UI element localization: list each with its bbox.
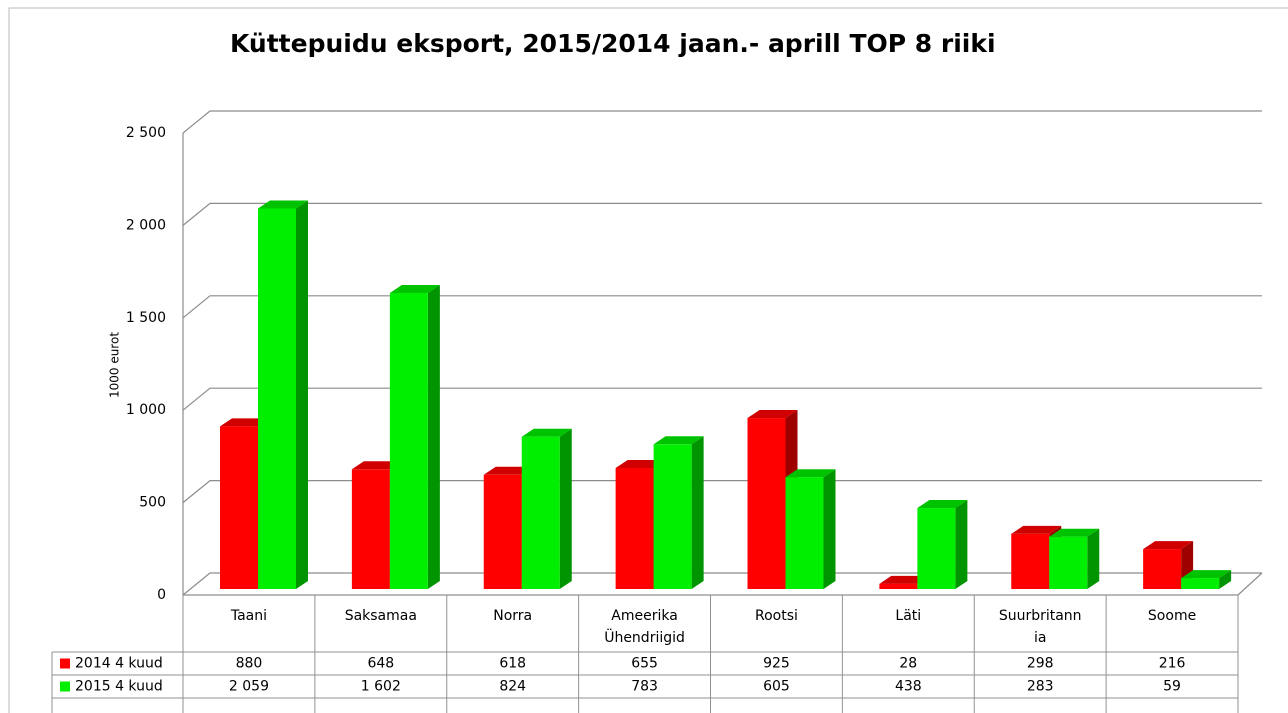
data-label: 925 <box>763 656 790 672</box>
bar-top <box>917 500 968 509</box>
bar-top <box>653 436 704 445</box>
bar <box>747 418 786 589</box>
grid-line <box>182 110 1262 134</box>
legend-key <box>60 658 70 669</box>
chart-title: Küttepuidu eksport, 2015/2014 jaan.- apr… <box>230 29 996 58</box>
grid-line <box>182 572 1262 596</box>
bar-side <box>691 436 704 589</box>
bar <box>389 292 428 589</box>
data-label: 824 <box>499 679 526 695</box>
bar-side <box>559 428 572 589</box>
x-tick-label: Soome <box>1148 608 1196 624</box>
y-axis-label: 1000 eurot <box>108 332 122 398</box>
data-label: 605 <box>763 679 790 695</box>
bar-top <box>389 284 440 293</box>
bar <box>917 508 956 589</box>
bar-top <box>258 200 308 209</box>
bar-top <box>1143 541 1194 550</box>
bar-side <box>427 284 440 589</box>
bar <box>1143 549 1182 589</box>
bar-top <box>521 428 572 437</box>
x-tick-label: Rootsi <box>755 608 798 624</box>
floor-edge <box>183 572 1263 596</box>
bar <box>220 426 258 589</box>
data-label: 2 059 <box>229 679 269 695</box>
bar-top <box>1011 525 1062 534</box>
bar <box>1011 533 1050 589</box>
chart-border <box>8 7 1288 713</box>
data-label: 655 <box>631 656 658 672</box>
y-tick-label: 500 <box>139 495 166 511</box>
bar-side <box>1219 570 1232 589</box>
bar-top <box>220 418 270 427</box>
x-tick-label: Suurbritann ia <box>999 608 1082 646</box>
grid-line <box>182 202 1262 226</box>
grid-line <box>182 295 1262 319</box>
x-tick-label: Läti <box>895 608 921 624</box>
bar-side <box>955 500 968 589</box>
bar <box>1049 536 1088 589</box>
bar <box>258 208 296 589</box>
bar-top <box>785 469 836 478</box>
data-label: 1 602 <box>361 679 401 695</box>
bar <box>879 583 918 589</box>
data-label: 880 <box>236 656 263 672</box>
y-tick-label: 1 500 <box>126 310 166 326</box>
grid-line <box>182 480 1262 504</box>
bar <box>351 469 390 589</box>
bar-top <box>351 461 402 470</box>
bar <box>785 477 824 589</box>
legend-key <box>60 681 70 692</box>
data-label: 59 <box>1163 679 1181 695</box>
data-label: 28 <box>899 656 917 672</box>
bar-side <box>296 200 308 589</box>
y-tick-label: 2 000 <box>126 217 166 233</box>
bar-side <box>823 469 836 589</box>
data-label: 298 <box>1027 656 1054 672</box>
bar-top <box>615 459 666 468</box>
bar-top <box>747 410 798 419</box>
data-label: 783 <box>631 679 658 695</box>
bar <box>521 436 560 589</box>
grid-line <box>182 387 1262 411</box>
data-label: 648 <box>367 656 394 672</box>
legend-label: 2014 4 kuud <box>75 656 163 672</box>
data-label: 283 <box>1027 679 1054 695</box>
x-tick-label: Saksamaa <box>345 608 417 624</box>
bar <box>615 467 654 589</box>
legend-label: 2015 4 kuud <box>75 679 163 695</box>
data-label: 438 <box>895 679 922 695</box>
bar <box>653 444 692 589</box>
bar <box>1181 578 1220 589</box>
data-label: 216 <box>1159 656 1186 672</box>
y-tick-label: 2 500 <box>126 125 166 141</box>
bar-side <box>1087 528 1100 589</box>
bar-top <box>483 466 534 475</box>
bar-top <box>879 575 930 584</box>
y-tick-label: 0 <box>157 587 166 603</box>
y-tick-label: 1 000 <box>126 402 166 418</box>
x-tick-label: Ameerika Ühendriigid <box>604 608 685 646</box>
x-tick-label: Taani <box>230 608 267 624</box>
bar-top <box>1181 570 1232 579</box>
bar-top <box>1049 528 1100 537</box>
data-label: 618 <box>499 656 526 672</box>
bar <box>483 474 522 589</box>
x-tick-label: Norra <box>493 608 532 624</box>
